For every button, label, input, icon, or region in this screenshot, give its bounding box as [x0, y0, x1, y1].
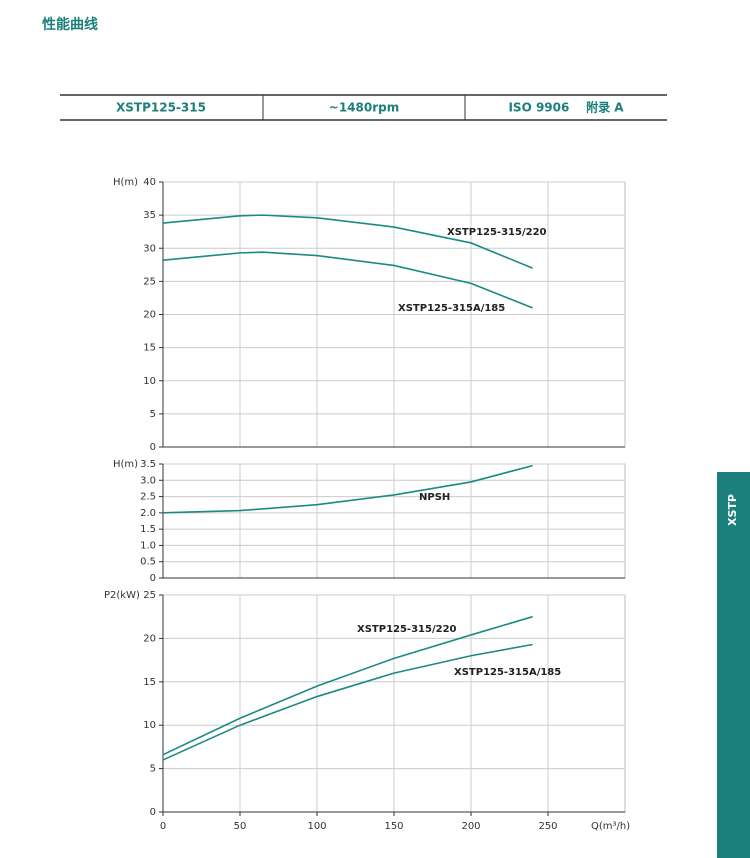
y-tick-label: 40 — [143, 177, 156, 188]
y-tick-label: 25 — [143, 276, 156, 287]
x-axis-label: Q(m³/h) — [591, 821, 630, 832]
y-tick-label: 0 — [150, 442, 156, 453]
y-tick-label: 10 — [143, 720, 156, 731]
curve — [162, 615, 533, 756]
y-tick-label: 3.5 — [140, 459, 156, 470]
y-tick-label: 3.0 — [140, 475, 156, 486]
y-tick-label: 35 — [143, 210, 156, 221]
curve-label: XSTP125-315A/185 — [454, 667, 561, 678]
y-tick-label: 0 — [150, 807, 156, 818]
table-cell: XSTP125-315 — [116, 101, 206, 115]
curve-label: XSTP125-315A/185 — [398, 303, 505, 314]
y-axis-label: H(m) — [113, 177, 138, 188]
y-tick-label: 1.5 — [140, 524, 156, 535]
y-tick-label: 15 — [143, 677, 156, 688]
y-tick-label: 0.5 — [140, 557, 156, 568]
curve — [162, 251, 533, 309]
curve — [162, 464, 533, 514]
y-tick-label: 10 — [143, 376, 156, 387]
y-tick-label: 1.0 — [140, 540, 156, 551]
curve-label: NPSH — [419, 492, 450, 503]
x-tick-label: 100 — [307, 821, 326, 832]
y-axis-label: H(m) — [113, 459, 138, 470]
y-tick-label: 25 — [143, 590, 156, 601]
y-tick-label: 20 — [143, 633, 156, 644]
y-tick-label: 5 — [150, 409, 156, 420]
y-tick-label: 5 — [150, 764, 156, 775]
y-axis-label: P2(kW) — [104, 590, 140, 601]
side-tab — [717, 472, 750, 858]
x-tick-label: 250 — [538, 821, 557, 832]
x-tick-label: 50 — [234, 821, 247, 832]
curve-label: XSTP125-315/220 — [357, 624, 457, 635]
y-tick-label: 2.0 — [140, 508, 156, 519]
y-tick-label: 2.5 — [140, 492, 156, 503]
page-title: 性能曲线 — [42, 16, 98, 33]
x-tick-label: 200 — [461, 821, 480, 832]
side-tab-label: XSTP — [726, 494, 739, 526]
table-cell: ~1480rpm — [329, 101, 399, 115]
curve-label: XSTP125-315/220 — [447, 227, 547, 238]
table-cell: ISO 9906 附录 A — [508, 100, 624, 115]
curve — [162, 643, 533, 761]
y-tick-label: 0 — [150, 573, 156, 584]
x-tick-label: 0 — [160, 821, 166, 832]
y-tick-label: 20 — [143, 310, 156, 321]
y-tick-label: 30 — [143, 243, 156, 254]
y-tick-label: 15 — [143, 343, 156, 354]
x-tick-label: 150 — [384, 821, 403, 832]
curve — [162, 214, 533, 269]
